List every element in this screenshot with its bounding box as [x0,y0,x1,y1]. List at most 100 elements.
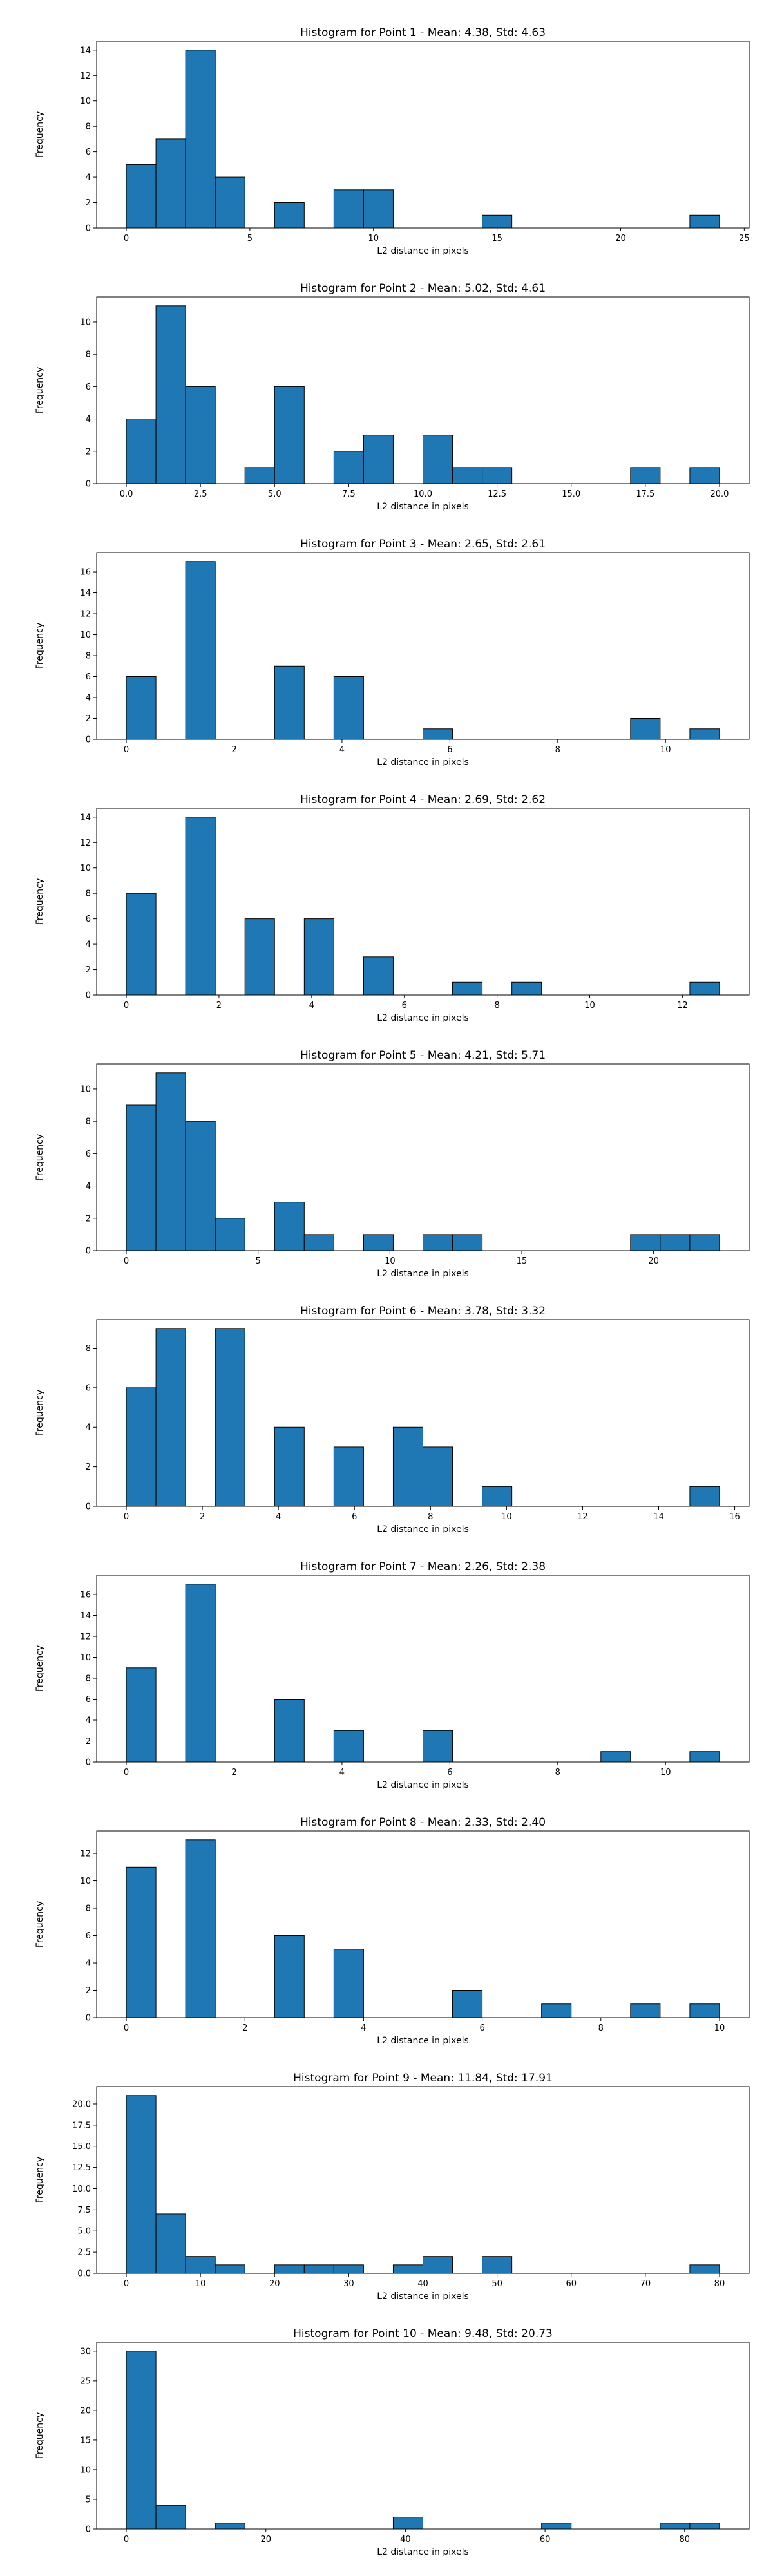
histogram-bar [155,305,186,484]
x-tick-label: 8 [428,1512,433,1522]
plot-frame [96,808,750,996]
histogram-panel: Histogram for Point 1 - Mean: 4.38, Std:… [0,0,773,255]
x-tick-label: 10 [660,745,671,755]
x-axis-label: L2 distance in pixels [377,2547,469,2556]
histogram-bar [689,2003,720,2018]
x-tick-label: 10 [714,2023,725,2033]
histogram-bar [215,1218,245,1251]
histogram-bar [482,467,513,484]
y-axis-label: Frequency [35,1645,45,1692]
x-tick-label: 10.0 [414,489,432,499]
histogram-panel: Histogram for Point 4 - Mean: 2.69, Std:… [0,767,773,1022]
y-tick-label: 4 [86,415,91,424]
y-axis-label: Frequency [35,1390,45,1436]
y-tick-label: 0.0 [77,2269,91,2279]
y-tick-label: 12 [80,838,91,848]
histogram-bar [333,2264,364,2274]
histogram-bar [363,435,394,484]
histogram-chart: Histogram for Point 4 - Mean: 2.69, Std:… [35,793,750,1022]
x-tick-label: 10 [584,1001,595,1010]
y-tick-label: 12.5 [72,2163,91,2173]
y-tick-label: 8 [86,652,91,661]
histogram-bar [333,676,364,740]
x-tick-label: 4 [276,1512,281,1522]
histogram-bar [689,467,720,484]
x-tick-label: 10 [368,234,379,243]
x-tick-label: 6 [479,2023,484,2033]
y-tick-label: 0 [86,1247,91,1256]
histogram-bar [303,1234,334,1251]
x-tick-label: 4 [309,1001,314,1010]
y-tick-label: 8 [86,350,91,360]
plot-frame [96,41,750,229]
histogram-panel: Histogram for Point 6 - Mean: 3.78, Std:… [0,1278,773,1533]
x-tick-label: 60 [566,2279,577,2289]
chart-title: Histogram for Point 3 - Mean: 2.65, Std:… [300,538,546,551]
x-tick-label: 4 [339,1768,345,1777]
histogram-bar [303,2264,334,2274]
y-tick-label: 30 [80,2347,91,2356]
x-tick-label: 0.0 [120,489,133,499]
y-tick-label: 17.5 [72,2121,91,2130]
x-tick-label: 5 [256,1256,261,1266]
y-tick-label: 14 [80,589,91,598]
y-tick-label: 10.0 [72,2184,91,2194]
y-tick-label: 15 [80,2436,91,2445]
histogram-bar [482,214,513,229]
y-tick-label: 4 [86,1716,91,1726]
histogram-bar [689,1234,720,1251]
plot-frame [96,1063,750,1251]
histogram-bar [689,214,720,229]
x-tick-label: 16 [729,1512,740,1522]
histogram-bar [333,189,364,229]
x-tick-label: 2 [231,1768,236,1777]
x-tick-label: 15.0 [562,489,580,499]
y-tick-label: 7.5 [77,2206,91,2215]
y-axis-label: Frequency [35,2157,45,2203]
chart-title: Histogram for Point 4 - Mean: 2.69, Std:… [300,793,546,806]
x-tick-label: 6 [352,1512,357,1522]
chart-title: Histogram for Point 9 - Mean: 11.84, Std… [293,2072,553,2085]
histogram-panel: Histogram for Point 10 - Mean: 9.48, Std… [0,2301,773,2556]
histogram-bar [511,981,542,996]
x-tick-label: 0 [124,2535,129,2544]
histogram-bar [630,467,661,484]
histogram-panel: Histogram for Point 7 - Mean: 2.26, Std:… [0,1534,773,1789]
x-tick-label: 40 [417,2279,428,2289]
x-tick-label: 2 [200,1512,205,1522]
y-axis-label: Frequency [35,111,45,158]
histogram-chart: Histogram for Point 2 - Mean: 5.02, Std:… [35,282,750,511]
histogram-bar [630,718,661,740]
x-tick-label: 0 [124,2279,129,2289]
y-tick-label: 20 [80,2406,91,2416]
histogram-bar [452,1990,483,2018]
histogram-bar [452,1234,483,1251]
plot-frame [96,1830,750,2018]
histogram-bar [482,2256,513,2274]
histogram-bar [630,2003,661,2018]
y-tick-label: 4 [86,940,91,950]
histogram-chart: Histogram for Point 8 - Mean: 2.33, Std:… [35,1816,750,2045]
y-tick-label: 6 [86,1931,91,1941]
x-axis-label: L2 distance in pixels [377,2036,469,2045]
x-tick-label: 0 [124,1768,129,1777]
chart-title: Histogram for Point 7 - Mean: 2.26, Std:… [300,1560,546,1573]
x-tick-label: 8 [598,2023,604,2033]
x-tick-label: 6 [447,1768,452,1777]
y-tick-label: 4 [86,173,91,183]
histogram-panel: Histogram for Point 2 - Mean: 5.02, Std:… [0,256,773,511]
histogram-bar [185,2256,216,2274]
x-tick-label: 15 [517,1256,528,1266]
histogram-chart: Histogram for Point 1 - Mean: 4.38, Std:… [35,26,750,255]
x-tick-label: 8 [555,745,560,755]
y-tick-label: 8 [86,1117,91,1127]
histogram-bar [274,1935,305,2018]
y-tick-label: 0 [86,1758,91,1768]
histogram-bar [600,1751,631,1763]
y-axis-label: Frequency [35,623,45,669]
histogram-bar [185,386,216,484]
y-tick-label: 10 [80,1084,91,1094]
x-tick-label: 20 [615,234,626,243]
y-axis-label: Frequency [35,367,45,413]
y-tick-label: 5.0 [77,2227,91,2237]
